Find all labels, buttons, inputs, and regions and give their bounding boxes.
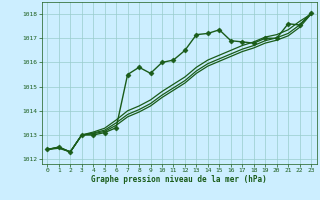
X-axis label: Graphe pression niveau de la mer (hPa): Graphe pression niveau de la mer (hPa)	[91, 175, 267, 184]
